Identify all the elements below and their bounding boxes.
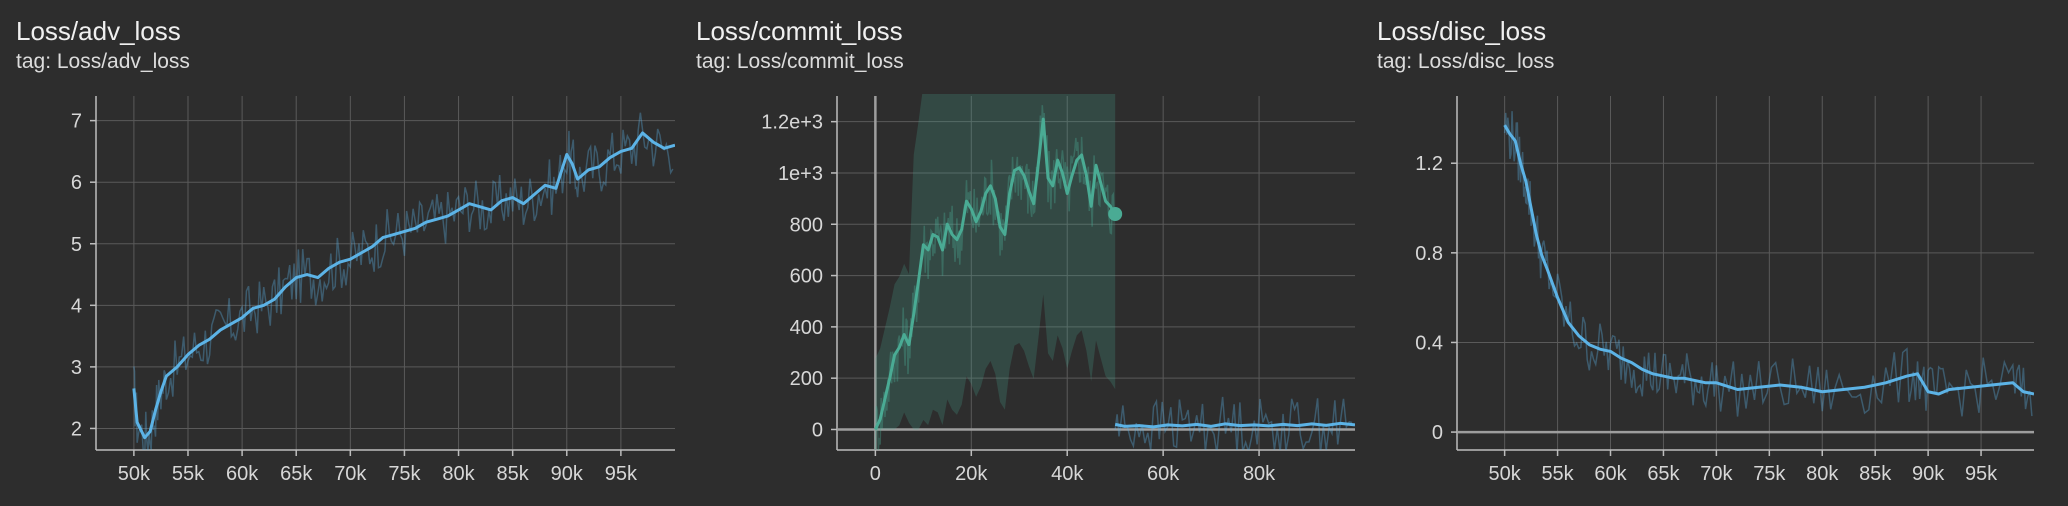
x-tick-label: 80k	[442, 463, 475, 485]
x-tick-label: 60k	[1147, 463, 1180, 485]
series-0	[874, 94, 1123, 450]
x-tick-label: 65k	[1647, 463, 1680, 485]
y-tick-label: 600	[790, 266, 823, 288]
panel-tag: tag: Loss/adv_loss	[16, 50, 190, 73]
y-tick-label: 5	[71, 234, 82, 256]
series-1	[1114, 396, 1355, 450]
panel-tag: tag: Loss/disc_loss	[1377, 50, 1555, 73]
series-raw-line	[1503, 111, 2033, 417]
y-tick-label: 0	[1432, 422, 1443, 444]
x-tick-label: 80k	[1806, 463, 1839, 485]
x-tick-label: 95k	[605, 463, 638, 485]
y-tick-label: 4	[71, 295, 82, 317]
panel-tag: tag: Loss/commit_loss	[696, 50, 904, 73]
y-tick-label: 0.4	[1415, 332, 1443, 354]
panel-commit-loss[interactable]: Loss/commit_loss tag: Loss/commit_loss 0…	[680, 0, 1370, 506]
y-tick-label: 200	[790, 368, 823, 390]
y-tick-label: 6	[71, 172, 82, 194]
x-tick-label: 70k	[334, 463, 367, 485]
y-tick-label: 800	[790, 214, 823, 236]
y-tick-label: 1.2e+3	[761, 112, 823, 134]
x-tick-label: 95k	[1965, 463, 1998, 485]
grid	[96, 96, 675, 450]
x-tick-label: 85k	[1859, 463, 1892, 485]
line-chart[interactable]: 50k 55k 60k 65k 70k 75k 80k 85k 90k 95k 2 3 4 5 6 7	[0, 0, 690, 506]
x-tick-label: 90k	[1912, 463, 1945, 485]
series-0	[132, 112, 675, 450]
grid	[1457, 96, 2034, 450]
panel-title: Loss/commit_loss	[696, 16, 903, 46]
x-tick-label: 85k	[497, 463, 530, 485]
panel-adv-loss[interactable]: Loss/adv_loss tag: Loss/adv_loss 50k 55k 6…	[0, 0, 690, 506]
line-chart[interactable]: 50k 55k 60k 65k 70k 75k 80k 85k 90k 95k 0 0.4 0.8 1.2	[1361, 0, 2051, 506]
panel-title: Loss/adv_loss	[16, 16, 181, 46]
x-tick-label: 55k	[1541, 463, 1574, 485]
x-tick-label: 55k	[172, 463, 205, 485]
x-tick-label: 70k	[1700, 463, 1733, 485]
x-tick-label: 40k	[1051, 463, 1084, 485]
series-line	[1503, 124, 2034, 396]
series-raw-line	[133, 112, 674, 450]
series-line	[132, 131, 675, 440]
x-tick-label: 50k	[118, 463, 151, 485]
line-chart[interactable]: 0 20k 40k 60k 80k 0 200 400 600 800 1e+3 1.2e+3	[680, 0, 1370, 506]
series-line	[1114, 421, 1355, 429]
y-tick-label: 0.8	[1415, 243, 1443, 265]
y-tick-label: 400	[790, 317, 823, 339]
y-tick-label: 1.2	[1415, 153, 1443, 175]
panel-disc-loss[interactable]: Loss/disc_loss tag: Loss/disc_loss 50k 55…	[1361, 0, 2051, 506]
x-tick-label: 65k	[280, 463, 313, 485]
y-tick-label: 2	[71, 418, 82, 440]
x-tick-label: 20k	[955, 463, 988, 485]
x-tick-label: 75k	[1753, 463, 1786, 485]
series-line	[874, 117, 1117, 431]
panel-title: Loss/disc_loss	[1377, 16, 1547, 46]
series-raw-line	[1114, 396, 1353, 450]
x-tick-label: 80k	[1243, 463, 1276, 485]
x-tick-label: 90k	[551, 463, 584, 485]
x-tick-label: 50k	[1489, 463, 1522, 485]
series-end-point	[1108, 207, 1123, 221]
y-tick-label: 1e+3	[778, 163, 823, 185]
y-tick-label: 0	[812, 419, 823, 441]
y-tick-label: 7	[71, 111, 82, 133]
series-0	[1503, 111, 2034, 417]
x-tick-label: 60k	[1594, 463, 1627, 485]
x-tick-label: 0	[870, 463, 881, 485]
y-tick-label: 3	[71, 357, 82, 379]
x-tick-label: 60k	[226, 463, 259, 485]
x-tick-label: 75k	[388, 463, 421, 485]
